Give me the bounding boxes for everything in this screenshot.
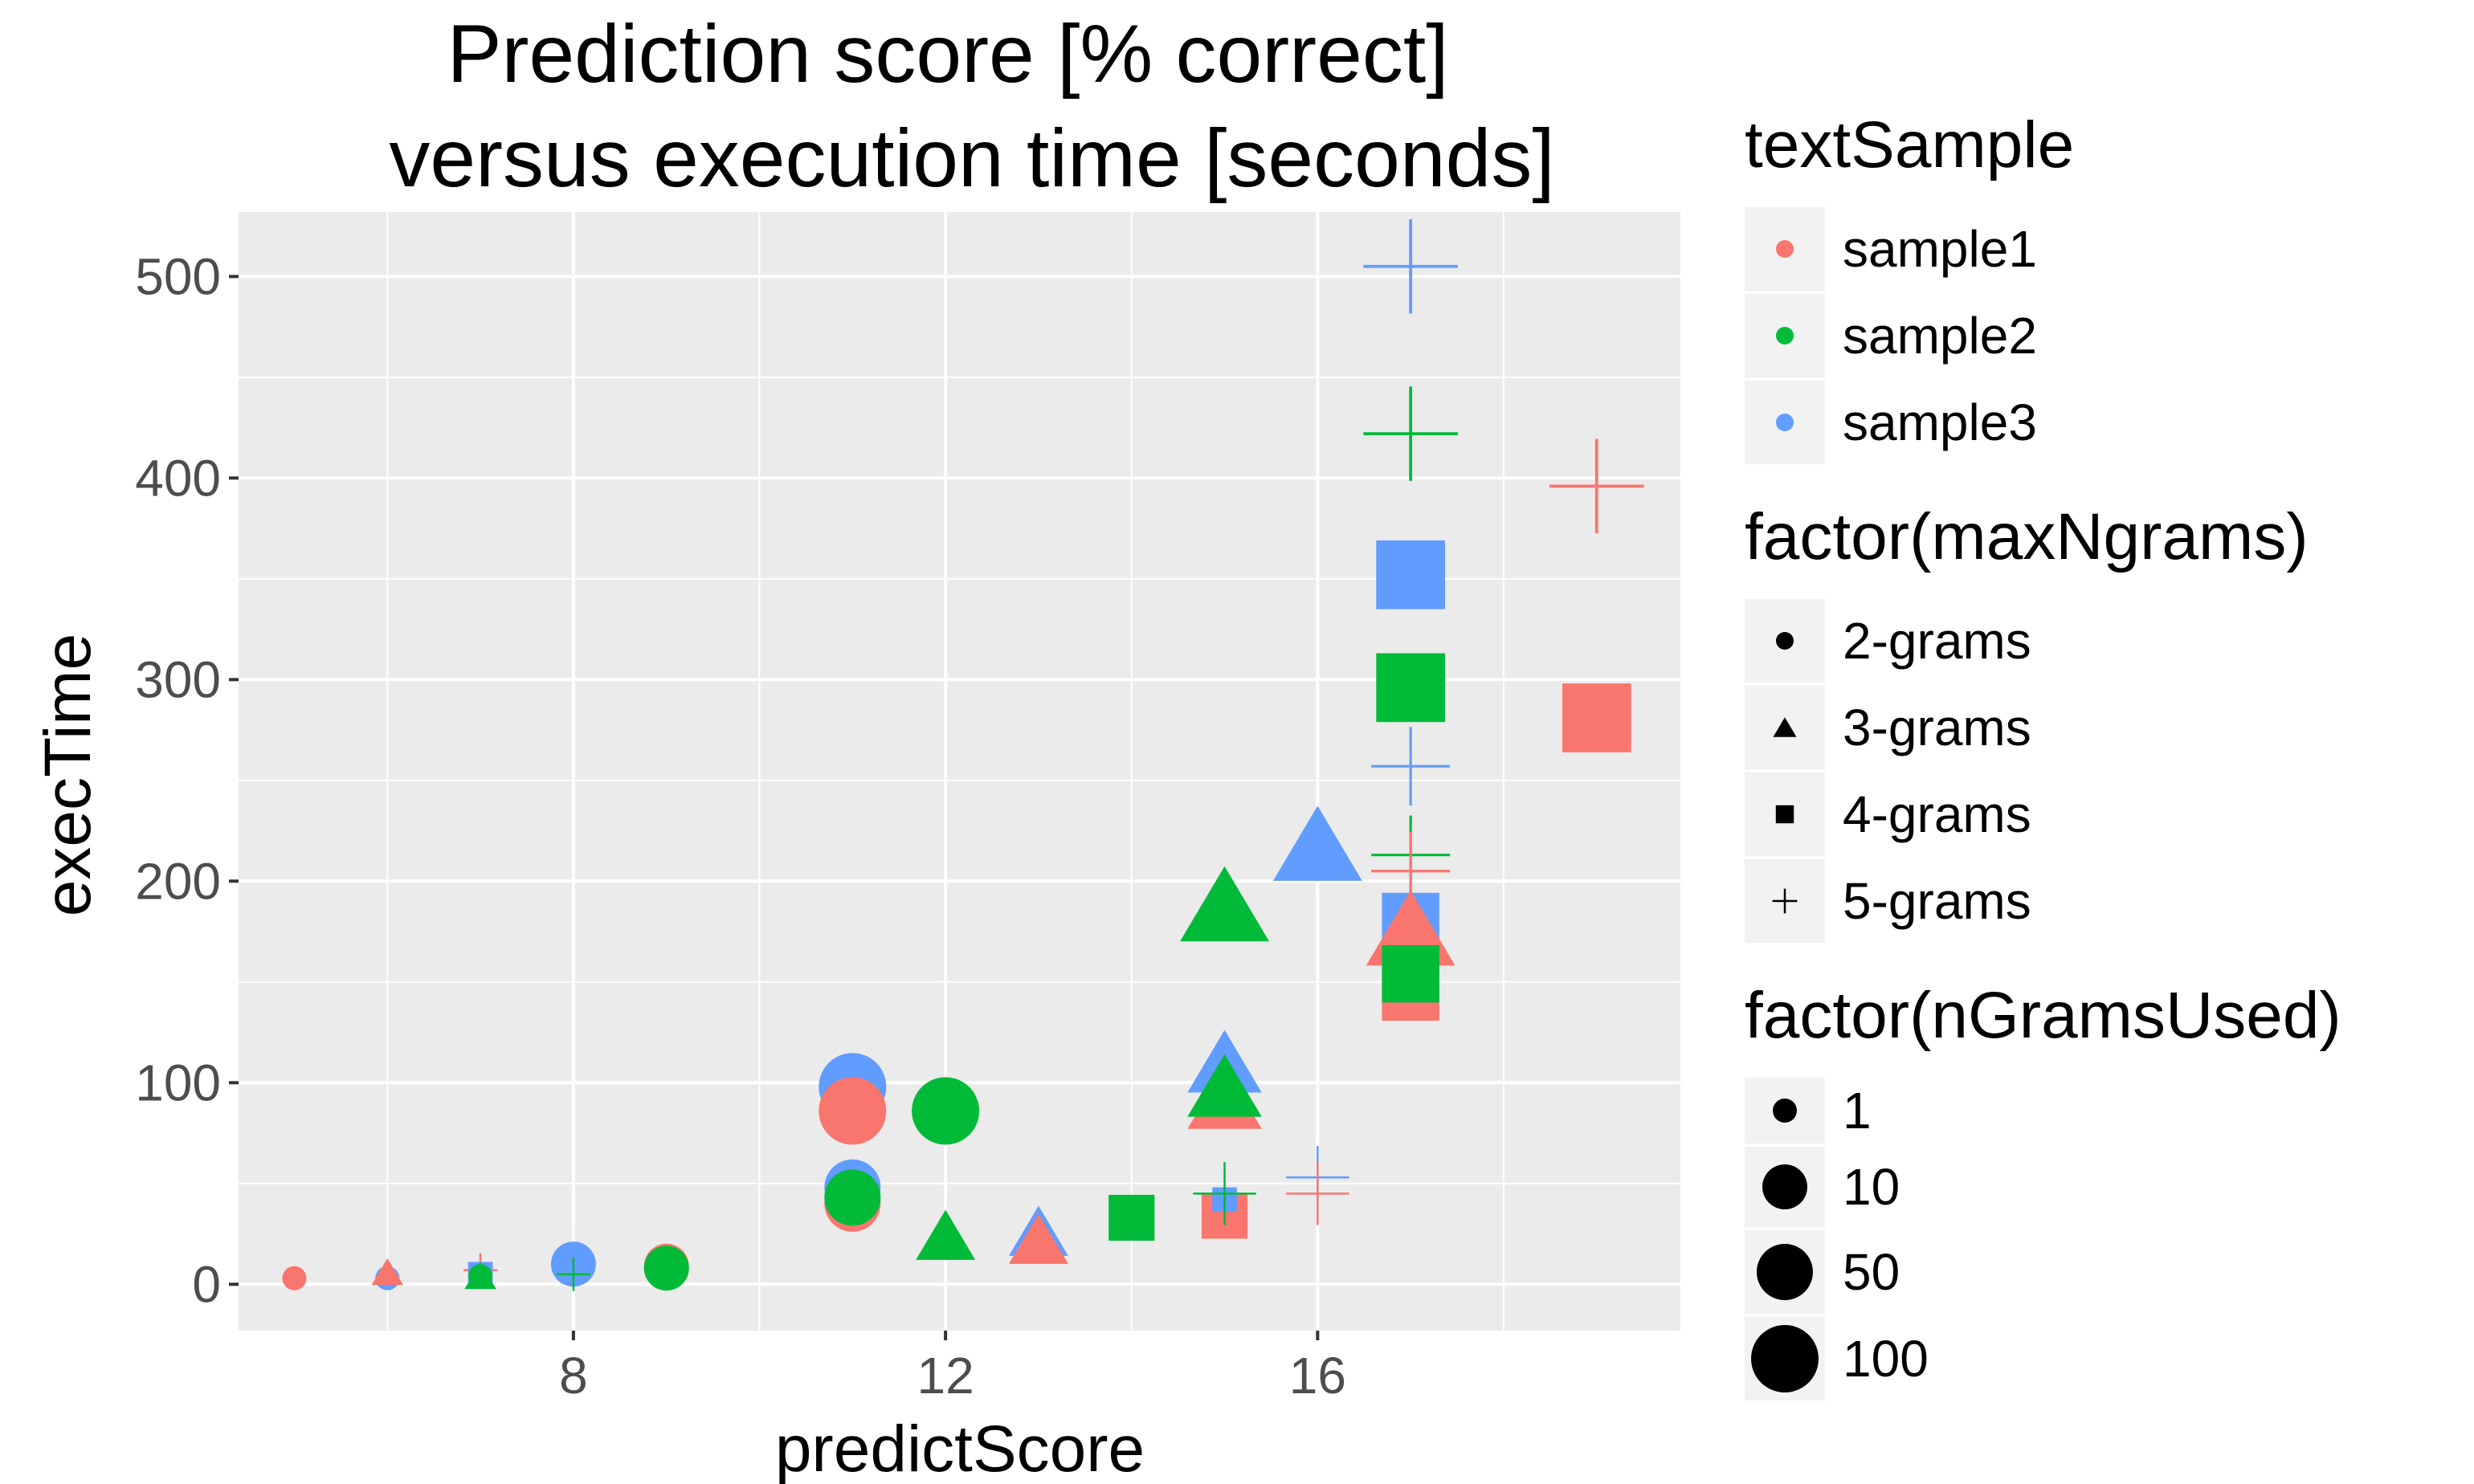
grid-minor <box>239 212 1680 1331</box>
y-tick-label: 0 <box>192 1255 221 1313</box>
legend-swatch-square <box>1775 805 1794 824</box>
legend-label: 1 <box>1843 1082 1872 1140</box>
legend-label: 5-grams <box>1843 872 2031 930</box>
data-point <box>819 1077 887 1145</box>
data-point <box>1187 1054 1262 1117</box>
legend-shape: factor(maxNgrams) 2-grams 3-grams 4-grams 5-… <box>1745 500 2309 943</box>
data-point <box>282 1266 307 1290</box>
data-point <box>1549 438 1644 534</box>
y-axis-label: execTime <box>31 634 104 916</box>
legend-label: sample1 <box>1843 220 2037 278</box>
data-point <box>1272 805 1362 881</box>
y-tick-label: 500 <box>135 247 221 305</box>
legend-label: sample3 <box>1843 393 2037 451</box>
data-point <box>1286 1162 1349 1225</box>
y-tick-label: 200 <box>135 852 221 910</box>
data-point <box>1562 683 1631 752</box>
legend-swatch-circle <box>1776 632 1794 650</box>
x-tick-label: 12 <box>917 1347 974 1404</box>
data-point <box>1363 218 1458 314</box>
legend-swatch-plus <box>1772 888 1798 914</box>
legend-label: 3-grams <box>1843 699 2031 756</box>
legend-swatch-sample1 <box>1776 240 1794 258</box>
data-point <box>1376 653 1446 723</box>
y-tick-label: 400 <box>135 449 221 507</box>
data-point <box>371 1258 404 1286</box>
y-tick-label: 300 <box>135 650 221 708</box>
legend-label: 100 <box>1843 1330 1929 1388</box>
legend-swatch-size <box>1757 1244 1813 1300</box>
legend-title: factor(maxNgrams) <box>1745 500 2309 573</box>
data-point <box>916 1209 976 1260</box>
legend-color: textSample sample1 sample2 sample3 <box>1745 108 2074 464</box>
legend-swatch-size <box>1751 1325 1819 1392</box>
data-point <box>912 1077 980 1145</box>
data-point <box>1108 1194 1155 1241</box>
chart-title: Prediction score [% correct] versus exec… <box>389 8 1554 204</box>
data-point <box>464 1262 496 1290</box>
legends: textSample sample1 sample2 sample3 factor(ma… <box>1745 108 2341 1400</box>
legend-label: 4-grams <box>1843 785 2031 843</box>
x-tick-label: 8 <box>559 1347 588 1404</box>
y-tick-label: 100 <box>135 1054 221 1111</box>
legend-title: factor(nGramsUsed) <box>1745 979 2341 1052</box>
data-point <box>1382 945 1439 1003</box>
x-axis-label: predictScore <box>775 1413 1145 1484</box>
legend-swatch-size <box>1762 1164 1807 1209</box>
data-point <box>824 1169 881 1226</box>
data-point <box>643 1246 689 1291</box>
x-tick-label: 16 <box>1289 1347 1346 1404</box>
legend-label: sample2 <box>1843 307 2037 365</box>
x-axis: 8 12 16 <box>559 1331 1346 1404</box>
legend-swatch-sample3 <box>1776 414 1794 431</box>
legend-label: 10 <box>1843 1158 1900 1216</box>
legend-label: 2-grams <box>1843 612 2031 670</box>
chart-title-line-1: Prediction score [% correct] <box>447 8 1448 100</box>
data-point <box>1363 386 1458 481</box>
legend-label: 50 <box>1843 1243 1900 1301</box>
chart-title-line-2: versus execution time [seconds] <box>389 112 1554 204</box>
y-axis: 0 100 200 300 400 500 <box>135 247 239 1313</box>
data-point <box>1193 1162 1256 1225</box>
legend-size: factor(nGramsUsed) 1 10 50 100 <box>1745 979 2341 1400</box>
data-point <box>556 1257 590 1291</box>
data-point <box>1008 1213 1068 1264</box>
legend-swatch-triangle <box>1773 717 1797 737</box>
legend-swatch-size <box>1773 1099 1797 1123</box>
plot-panel <box>239 212 1680 1331</box>
data-points <box>282 218 1644 1291</box>
legend-title: textSample <box>1745 108 2074 181</box>
data-point <box>1180 866 1269 942</box>
legend-swatch-sample2 <box>1776 327 1794 344</box>
data-point <box>1371 727 1451 806</box>
data-point <box>1376 540 1446 610</box>
